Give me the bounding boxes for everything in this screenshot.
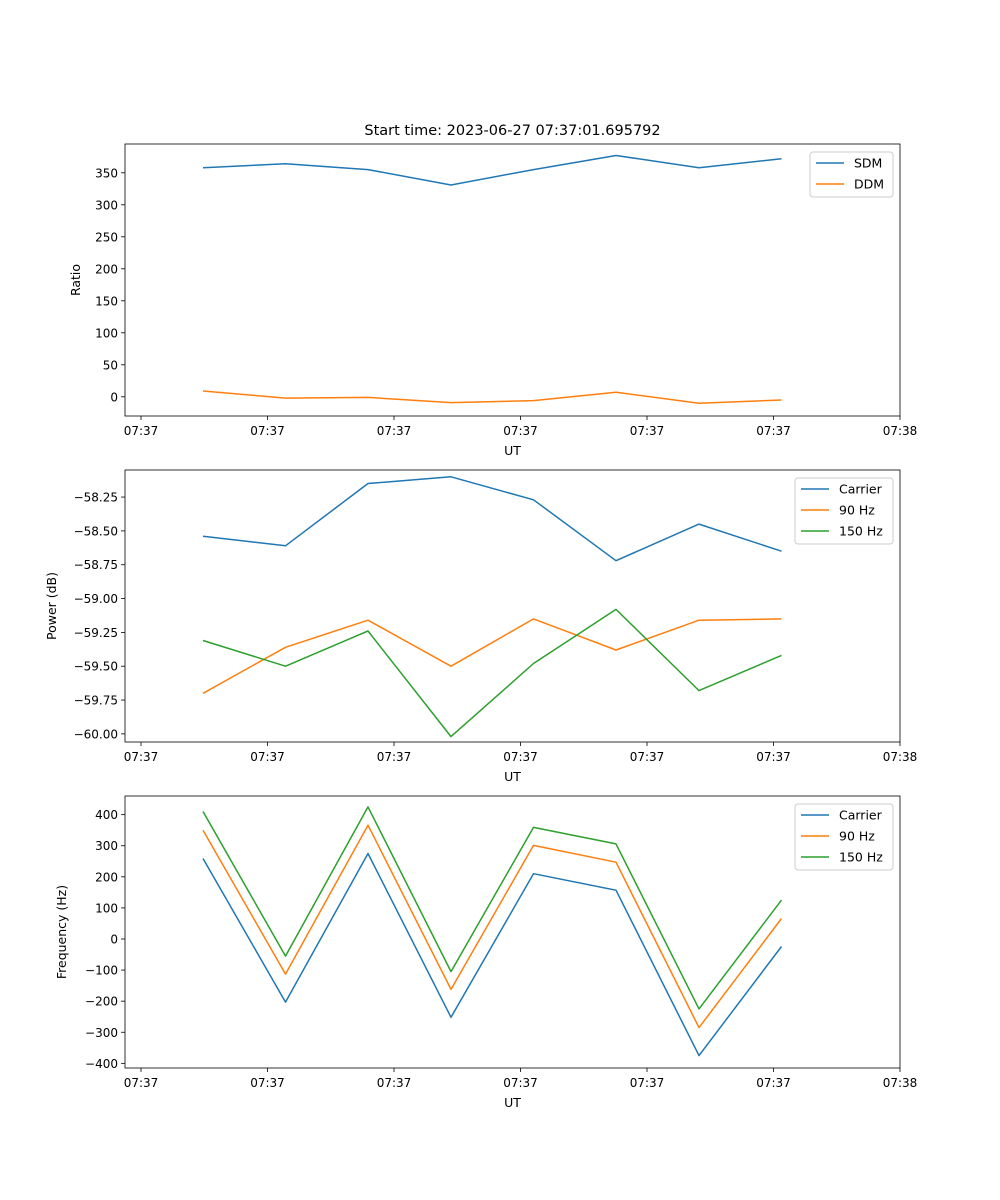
x-tick-label: 07:37	[756, 1076, 791, 1090]
series-line-150-hz	[202, 806, 783, 1010]
legend-label: 150 Hz	[839, 524, 883, 539]
y-tick-label: −59.50	[74, 660, 118, 674]
legend-label: 150 Hz	[839, 850, 883, 865]
x-tick-label: 07:37	[503, 1076, 538, 1090]
x-tick-label: 07:37	[630, 1076, 665, 1090]
legend-label: DDM	[854, 177, 884, 192]
legend-label: 90 Hz	[839, 503, 875, 518]
subplot-1: 07:37 07:37 07:37 07:37 07:37 07:37 07:38 0 50 10…	[68, 143, 918, 458]
y-tick-label: −300	[85, 1026, 118, 1040]
series-line-sdm	[202, 154, 782, 186]
y-tick-label: −59.75	[74, 694, 118, 708]
y-tick-label: −59.00	[74, 592, 118, 606]
y-tick-label: −60.00	[74, 727, 118, 741]
y-tick-label: 100	[95, 901, 118, 915]
x-tick-label: 07:37	[250, 750, 285, 764]
y-tick-label: 150	[95, 294, 118, 308]
x-tick-label: 07:38	[883, 750, 918, 764]
subplot-2: 07:37 07:37 07:37 07:37 07:37 07:37 07:38 −60.0…	[44, 469, 918, 784]
legend-label: Carrier	[839, 482, 883, 497]
x-axis-label: UT	[504, 443, 521, 458]
axes-frame	[124, 469, 901, 743]
x-tick-label: 07:37	[124, 424, 159, 438]
x-tick-label: 07:37	[124, 750, 159, 764]
x-tick-label: 07:37	[630, 750, 665, 764]
y-tick-label: 250	[95, 230, 118, 244]
y-tick-label: −58.75	[74, 558, 118, 572]
legend-frame	[794, 477, 894, 545]
y-tick-label: 0	[110, 390, 118, 404]
y-tick-label: 50	[103, 358, 118, 372]
legend: SDM DDM	[809, 151, 894, 198]
figure-title: Start time: 2023-06-27 07:37:01.695792	[364, 123, 660, 139]
x-tick-label: 07:38	[883, 1076, 918, 1090]
x-tick-label: 07:37	[377, 1076, 412, 1090]
x-tick-label: 07:37	[756, 424, 791, 438]
axes-frame	[124, 143, 901, 417]
legend: Carrier 90 Hz 150 Hz	[794, 477, 894, 545]
subplots: 07:37 07:37 07:37 07:37 07:37 07:37 07:38 0 50 10…	[44, 143, 918, 1110]
legend-label: Carrier	[839, 808, 883, 823]
x-tick-label: 07:37	[503, 424, 538, 438]
y-tick-label: −58.25	[74, 491, 118, 505]
y-tick-label: 200	[95, 870, 118, 884]
series-line-90-hz	[202, 824, 783, 1029]
y-tick-label: 0	[110, 932, 118, 946]
x-tick-label: 07:37	[250, 424, 285, 438]
y-tick-label: 300	[95, 198, 118, 212]
y-tick-label: 200	[95, 262, 118, 276]
y-tick-label: 350	[95, 166, 118, 180]
x-tick-label: 07:37	[503, 750, 538, 764]
legend-label: 90 Hz	[839, 829, 875, 844]
series-line-ddm	[202, 390, 782, 404]
y-tick-label: 100	[95, 326, 118, 340]
series-line-90-hz	[202, 618, 782, 694]
x-tick-label: 07:37	[377, 424, 412, 438]
y-axis-label: Frequency (Hz)	[54, 885, 69, 979]
y-tick-label: 300	[95, 839, 118, 853]
legend-label: SDM	[854, 156, 882, 171]
x-tick-label: 07:37	[124, 1076, 159, 1090]
x-axis-label: UT	[504, 1095, 521, 1110]
legend-frame	[794, 803, 894, 871]
y-tick-label: −59.25	[74, 626, 118, 640]
y-tick-label: −100	[85, 964, 118, 978]
x-tick-label: 07:37	[377, 750, 412, 764]
y-axis-label: Power (dB)	[44, 572, 59, 640]
legend: Carrier 90 Hz 150 Hz	[794, 803, 894, 871]
series-line-150-hz	[202, 608, 782, 738]
subplot-3: 07:37 07:37 07:37 07:37 07:37 07:37 07:38 −400 −…	[54, 795, 918, 1110]
series-line-carrier	[202, 476, 782, 562]
axes-frame	[124, 795, 901, 1069]
x-tick-label: 07:37	[250, 1076, 285, 1090]
y-tick-label: −58.50	[74, 524, 118, 538]
series-line-carrier	[202, 852, 783, 1057]
y-tick-label: −200	[85, 995, 118, 1009]
y-tick-label: −400	[85, 1057, 118, 1071]
y-tick-label: 400	[95, 808, 118, 822]
y-axis-label: Ratio	[68, 264, 83, 296]
x-axis-label: UT	[504, 769, 521, 784]
x-tick-label: 07:37	[630, 424, 665, 438]
x-tick-label: 07:38	[883, 424, 918, 438]
x-tick-label: 07:37	[756, 750, 791, 764]
